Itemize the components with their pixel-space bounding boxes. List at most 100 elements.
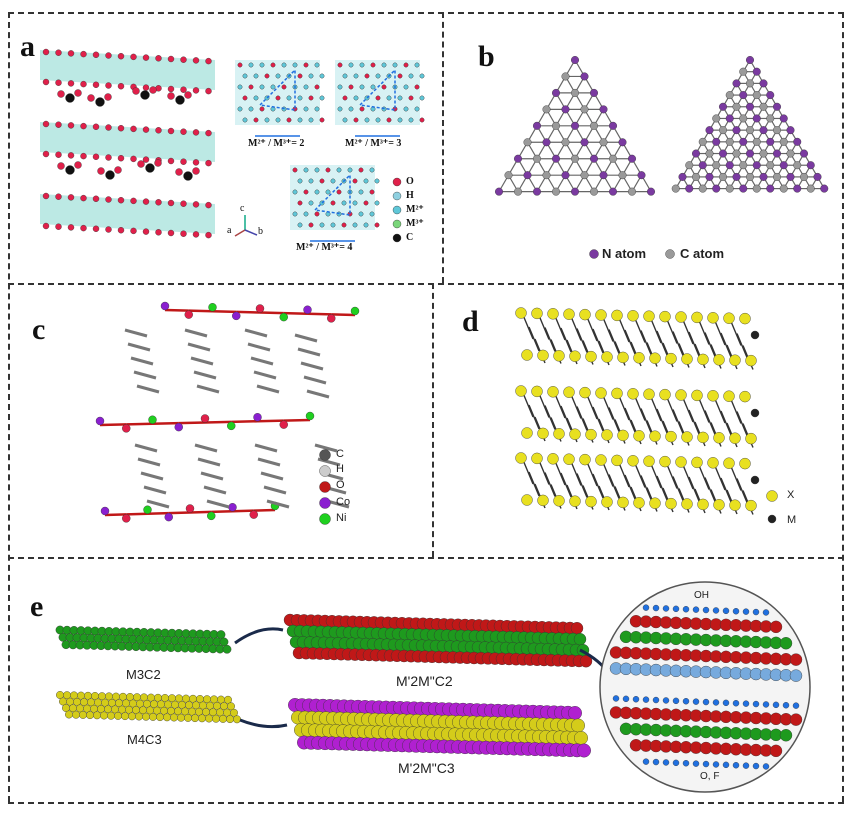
slab-atom bbox=[222, 644, 232, 654]
x-atom bbox=[521, 349, 533, 361]
zoom-atom bbox=[702, 698, 710, 706]
oxygen-atom bbox=[122, 424, 131, 433]
nitrogen-atom bbox=[725, 161, 734, 170]
metal-oxo-bond bbox=[331, 313, 356, 317]
x-atom bbox=[643, 455, 655, 467]
label-m3c2: M3C2 bbox=[126, 667, 161, 682]
nitrogen-atom bbox=[685, 184, 694, 193]
nitrogen-atom bbox=[599, 171, 608, 180]
carbon-atom bbox=[551, 187, 560, 196]
carbonate-oxygen bbox=[97, 167, 105, 175]
carbon-atom bbox=[752, 91, 761, 100]
lattice-atom bbox=[270, 62, 276, 68]
linker-ring bbox=[196, 384, 220, 394]
m-x-bond bbox=[730, 399, 742, 424]
x-atom bbox=[547, 386, 559, 398]
carbon-atom bbox=[806, 184, 815, 193]
m-x-bond bbox=[704, 477, 716, 502]
m-x-bond bbox=[634, 396, 646, 421]
carbon-atom bbox=[589, 187, 598, 196]
carbon-atom bbox=[561, 138, 570, 147]
carbon-atom bbox=[732, 149, 741, 158]
nitrogen-atom bbox=[570, 187, 579, 196]
nitrogen-atom bbox=[766, 91, 775, 100]
zoom-atom bbox=[769, 744, 783, 758]
x-atom bbox=[691, 456, 703, 469]
legend-n-dot bbox=[589, 249, 599, 259]
x-atom bbox=[675, 456, 687, 468]
carbon-atom bbox=[779, 184, 788, 193]
lattice-atom bbox=[303, 84, 309, 90]
oxygen-atom bbox=[55, 49, 62, 56]
carbon-atom bbox=[786, 149, 795, 158]
slab-atom bbox=[107, 711, 115, 720]
slab-atom bbox=[170, 713, 178, 722]
linker-ring bbox=[317, 457, 341, 467]
x-atom bbox=[563, 308, 575, 320]
lattice-atom bbox=[342, 73, 348, 79]
lattice-atom bbox=[297, 117, 303, 123]
zoom-atom bbox=[762, 763, 770, 770]
cobalt-atom bbox=[160, 301, 170, 311]
carbonate-carbon bbox=[65, 165, 75, 175]
legend-dot bbox=[319, 513, 331, 525]
zoom-atom bbox=[742, 762, 750, 769]
metal-oxo-bond bbox=[126, 512, 148, 516]
nitrogen-atom bbox=[786, 172, 795, 181]
lattice-atom bbox=[253, 73, 259, 79]
linker-ring bbox=[253, 370, 277, 380]
nitrogen-atom bbox=[599, 105, 608, 114]
nitrogen-atom bbox=[786, 126, 795, 135]
oxygen-atom bbox=[130, 227, 137, 235]
nitrogen-atom bbox=[752, 161, 761, 170]
lattice-atom bbox=[308, 222, 314, 228]
lattice-atom bbox=[237, 62, 243, 68]
m-x-bond bbox=[576, 473, 588, 498]
nitrogen-atom bbox=[561, 105, 570, 114]
oxygen-atom bbox=[167, 157, 175, 165]
legend-x-dot bbox=[766, 490, 778, 502]
slab-atom bbox=[198, 714, 206, 723]
lattice-atom bbox=[359, 62, 365, 68]
slab-atom bbox=[79, 710, 87, 719]
oxygen-atom bbox=[67, 194, 75, 201]
metal-oxo-bond bbox=[152, 421, 179, 425]
lattice-atom bbox=[353, 73, 359, 79]
lattice-atom bbox=[374, 222, 380, 228]
metal-oxo-bond bbox=[259, 311, 284, 315]
legend-c-atom: C atom bbox=[680, 246, 725, 261]
zoom-atom bbox=[692, 698, 700, 705]
lattice-atom bbox=[403, 62, 409, 68]
carbon-atom bbox=[718, 172, 727, 181]
panel-e-label: e bbox=[30, 590, 44, 623]
lattice-atom bbox=[397, 73, 403, 79]
linker-ring bbox=[294, 333, 318, 343]
lattice-atom bbox=[303, 62, 309, 68]
linker-ring bbox=[133, 370, 157, 380]
linker-ring bbox=[297, 347, 321, 357]
m-x-bond bbox=[698, 465, 710, 490]
label-oh: OH bbox=[694, 590, 709, 601]
x-atom bbox=[675, 389, 687, 401]
label-m2mc3: M'2M"C3 bbox=[398, 760, 455, 776]
m-x-bond bbox=[682, 464, 694, 490]
linker-ring bbox=[136, 384, 160, 394]
lattice-atom bbox=[370, 62, 376, 68]
x-atom bbox=[723, 390, 735, 402]
lattice-atom bbox=[253, 95, 259, 101]
nickel-atom bbox=[148, 415, 157, 424]
ratio-label-3: M²⁺ / M³⁺= 3 bbox=[345, 138, 402, 149]
lattice-atom bbox=[281, 62, 287, 68]
oxygen-atom bbox=[192, 201, 200, 208]
x-atom bbox=[745, 499, 757, 512]
legend-dot bbox=[319, 465, 331, 477]
metal-oxo-bond bbox=[104, 513, 127, 517]
nitrogen-atom bbox=[551, 154, 560, 163]
lattice-atom bbox=[414, 62, 420, 68]
carbon-atom bbox=[570, 154, 579, 163]
x-atom bbox=[649, 430, 661, 442]
x-atom bbox=[627, 310, 639, 322]
panel-a-label: a bbox=[20, 30, 35, 63]
nickel-atom bbox=[227, 421, 236, 431]
carbon-atom bbox=[779, 137, 788, 146]
